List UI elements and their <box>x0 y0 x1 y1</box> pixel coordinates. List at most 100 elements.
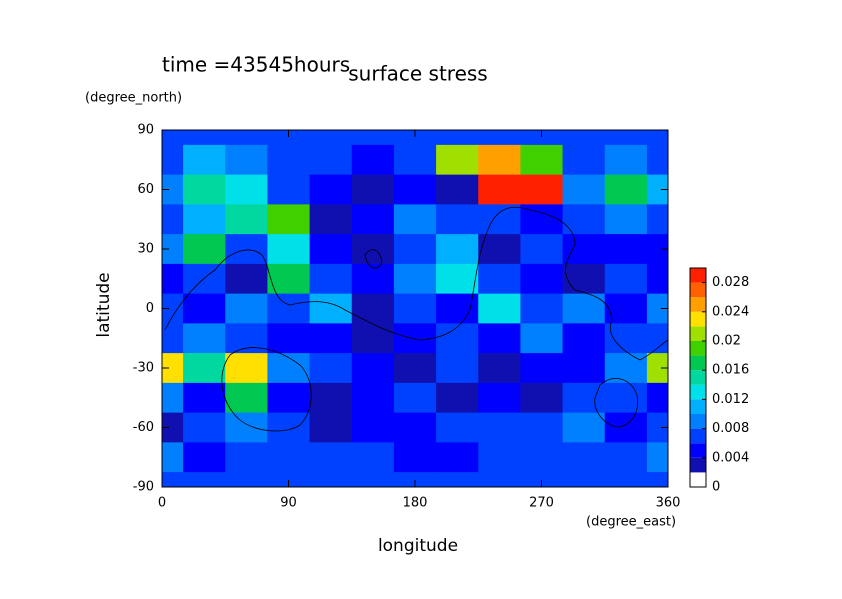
field-cell <box>183 204 226 235</box>
colorbar-segment <box>690 428 706 444</box>
field-cell <box>562 293 606 324</box>
field-cell <box>436 144 479 176</box>
field-cell <box>309 234 353 265</box>
field-cell <box>225 323 268 354</box>
field-cell <box>436 323 479 354</box>
field-cell <box>520 293 564 324</box>
field-cell <box>520 144 564 176</box>
field-cell <box>520 174 564 205</box>
colorbar-segment <box>690 311 706 327</box>
field-cell <box>267 204 311 235</box>
field-cell <box>351 412 395 443</box>
field-cell <box>351 442 395 473</box>
field-cell <box>267 382 311 414</box>
field-cell <box>604 204 648 235</box>
field-cell <box>183 442 226 473</box>
field-cell <box>646 144 668 176</box>
colorbar-segment <box>690 326 706 341</box>
field-cell <box>393 144 437 176</box>
field-cell <box>393 412 437 443</box>
field-cell <box>604 353 648 384</box>
field-cell <box>478 234 521 265</box>
field-cell <box>309 144 353 176</box>
field-cell <box>604 234 648 265</box>
field-cell <box>520 412 564 443</box>
field-cell <box>393 472 437 487</box>
field-cell <box>562 412 606 443</box>
field-cell <box>162 130 184 146</box>
field-cell <box>351 130 395 146</box>
field-cell <box>604 144 648 176</box>
field-cell <box>436 174 479 205</box>
field-cell <box>183 234 226 265</box>
y-axis-label: latitude <box>94 272 114 337</box>
field-cell <box>646 130 668 146</box>
field-cell <box>162 144 184 176</box>
field-cell <box>646 234 668 265</box>
field-cell <box>478 263 521 295</box>
field-cell <box>267 412 311 443</box>
y-tick-label: -90 <box>133 480 154 495</box>
field-cell <box>225 293 268 324</box>
field-cell <box>183 382 226 414</box>
field-cell <box>309 353 353 384</box>
colorbar-segment <box>690 414 706 429</box>
x-tick-label: 180 <box>403 496 428 511</box>
colorbar-segment <box>690 457 706 473</box>
field-cell <box>162 293 184 324</box>
field-cell <box>183 263 226 295</box>
field-cell <box>393 234 437 265</box>
field-cell <box>267 442 311 473</box>
field-cell <box>478 293 521 324</box>
field-cell <box>436 293 479 324</box>
field-cell <box>646 382 668 414</box>
field-cell <box>225 204 268 235</box>
field-cell <box>183 144 226 176</box>
y-tick-label: 0 <box>146 301 154 316</box>
field-cell <box>646 412 668 443</box>
x-tick-label: 90 <box>280 496 297 511</box>
x-tick-label: 270 <box>529 496 554 511</box>
colorbar-segment <box>690 443 706 458</box>
coastlines <box>164 206 668 432</box>
colorbar-segment <box>690 370 706 385</box>
field-cell <box>478 412 521 443</box>
y-tick-label: 90 <box>137 123 154 138</box>
field-cell <box>309 130 353 146</box>
field-cell <box>562 174 606 205</box>
field-cell <box>393 263 437 295</box>
field-cell <box>436 382 479 414</box>
field <box>162 130 668 487</box>
colorbar-segment <box>690 472 706 487</box>
field-cell <box>393 174 437 205</box>
colorbar-segment <box>690 268 706 283</box>
field-cell <box>478 130 521 146</box>
field-cell <box>225 144 268 176</box>
field-cell <box>267 472 311 487</box>
colorbar-segment <box>690 355 706 371</box>
field-cell <box>225 174 268 205</box>
field-cell <box>183 472 226 487</box>
field-cell <box>478 174 521 205</box>
y-tick-label: -60 <box>133 420 154 435</box>
colorbar-tick-label: 0.028 <box>712 275 749 290</box>
field-cell <box>309 174 353 205</box>
field-cell <box>162 204 184 235</box>
field-cell <box>520 130 564 146</box>
field-cell <box>436 472 479 487</box>
field-cell <box>351 174 395 205</box>
field-cell <box>562 353 606 384</box>
field-cell <box>393 442 437 473</box>
field-cell <box>267 323 311 354</box>
field-cell <box>183 323 226 354</box>
colorbar-segment <box>690 384 706 400</box>
field-cell <box>183 353 226 384</box>
field-cell <box>183 130 226 146</box>
field-cell <box>183 412 226 443</box>
field-cell <box>478 353 521 384</box>
field-cell <box>562 382 606 414</box>
field-cell <box>309 204 353 235</box>
chart-title: surface stress <box>348 62 487 86</box>
field-cell <box>646 442 668 473</box>
